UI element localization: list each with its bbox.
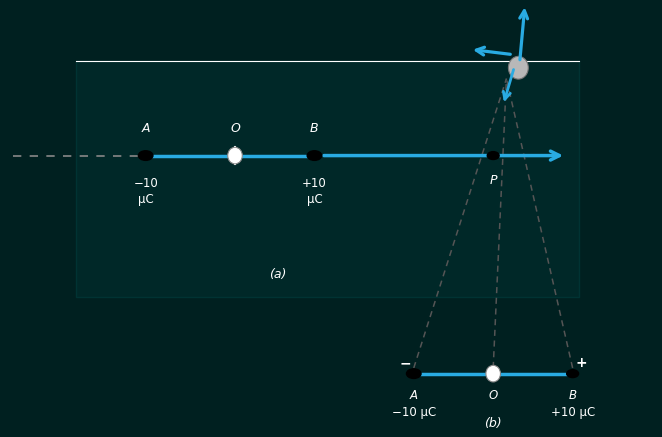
Ellipse shape [486,365,500,382]
Text: +10: +10 [302,177,327,191]
Text: μC: μC [307,193,322,206]
Ellipse shape [228,147,242,164]
Text: O: O [489,389,498,402]
Text: B: B [569,389,577,402]
Text: μC: μC [138,193,154,206]
Text: +10 μC: +10 μC [551,406,594,420]
Circle shape [307,151,322,160]
Text: B: B [310,121,319,135]
Circle shape [487,152,499,160]
Text: −10: −10 [133,177,158,191]
Text: A: A [410,389,418,402]
FancyBboxPatch shape [76,61,579,297]
Text: O: O [230,121,240,135]
Ellipse shape [508,56,528,79]
Text: A: A [142,121,150,135]
Text: −10 μC: −10 μC [392,406,436,420]
Text: (b): (b) [485,417,502,430]
Text: −: − [399,356,411,370]
Text: (a): (a) [269,267,287,281]
Text: +: + [575,356,587,370]
Circle shape [138,151,153,160]
Circle shape [406,369,421,378]
Text: P: P [489,174,497,187]
Circle shape [567,370,579,378]
